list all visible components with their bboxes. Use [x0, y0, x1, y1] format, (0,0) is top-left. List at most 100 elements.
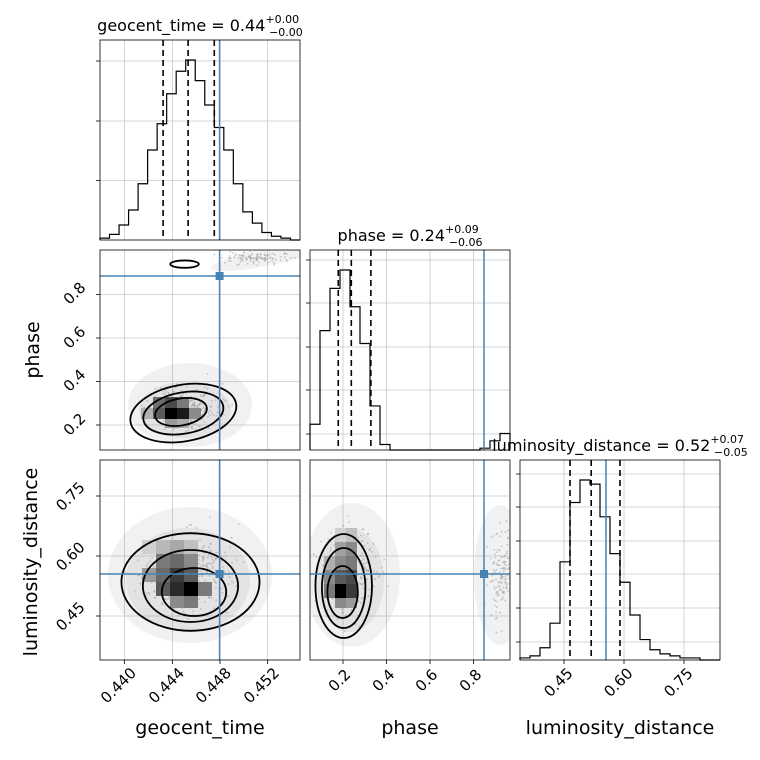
ld-vs-geocent-time-contour-2 [141, 549, 239, 623]
ld-vs-phase-sample-point [343, 630, 346, 633]
ld-vs-phase-sample-point [490, 536, 493, 539]
ld-vs-phase-sample-point [508, 563, 510, 566]
ld-vs-geocent-time-sample-point [205, 571, 208, 574]
geocent-time-x-axis-label: geocent_time [135, 717, 264, 739]
ld-vs-phase-sample-point [374, 578, 377, 581]
ld-vs-phase-sample-point [331, 597, 334, 600]
phase-vs-geocent-time-sample-point [204, 386, 206, 389]
ld-vs-geocent-time-sample-point [201, 546, 204, 549]
phase-vs-geocent-time-sample-point [233, 256, 236, 259]
ld-vs-phase-sample-point [489, 557, 492, 560]
ld-vs-phase-sample-point [362, 555, 365, 558]
phase-vs-geocent-time-sample-point [164, 389, 167, 391]
phase-vs-geocent-time-sample-point [242, 254, 245, 257]
geocent-time-xtick-0.444: 0.444 [145, 664, 188, 707]
phase-vs-geocent-time-sample-point [198, 404, 201, 407]
ld-vs-phase-sample-point [501, 596, 504, 599]
phase-vs-geocent-time-sample-point [249, 256, 252, 259]
ld-vs-phase-sample-point [360, 601, 362, 604]
ld-vs-phase-sample-point [363, 587, 365, 590]
phase-vs-geocent-time-sample-point [250, 258, 253, 261]
phase-vs-geocent-time-sample-point [245, 258, 248, 261]
ld-vs-geocent-time-sample-point [223, 571, 226, 574]
phase-vs-geocent-time-sample-point [269, 253, 271, 256]
phase-vs-geocent-time-sample-point [165, 391, 168, 393]
phase-vs-geocent-time-sample-point [207, 416, 209, 418]
phase-vs-geocent-time-sample-point [194, 428, 197, 431]
ld-vs-phase-sample-point [507, 536, 509, 539]
phase-vs-geocent-time-sample-point [189, 400, 192, 403]
ld-vs-phase-sample-point [365, 569, 368, 572]
ld-xtick-0.75: 0.75 [660, 664, 696, 700]
ld-vs-phase-sample-point [359, 582, 362, 585]
phase-vs-geocent-time-density [141, 397, 201, 428]
phase-vs-geocent-time-sample-point [212, 414, 215, 417]
ld-vs-geocent-time-sample-point [177, 614, 180, 617]
ld-vs-geocent-time-sample-point [205, 565, 208, 567]
ld-vs-geocent-time-sample-point [207, 553, 210, 556]
ld-vs-geocent-time-sample-point [201, 574, 204, 577]
phase-vs-geocent-time-sample-point [214, 399, 217, 401]
phase-vs-geocent-time-sample-point [182, 393, 184, 395]
ld-vs-phase-sample-point [491, 579, 494, 582]
ld-vs-phase-sample-point [495, 606, 498, 608]
phase-vs-geocent-time-sample-point [167, 392, 170, 395]
ld-vs-phase-sample-point [492, 598, 495, 601]
ld-y-tick-labels: 0.45 0.60 0.75 [52, 478, 88, 634]
ld-vs-phase-sample-point [506, 590, 509, 593]
phase-vs-geocent-time-truth [100, 250, 300, 450]
ld-vs-geocent-time-sample-point [209, 549, 212, 552]
phase-vs-geocent-time-sample-point [190, 419, 193, 421]
phase-vs-geocent-time-sample-point [173, 428, 175, 430]
ld-vs-phase-sample-point [362, 563, 364, 565]
ld-vs-geocent-time-sample-point [225, 555, 227, 557]
ld-vs-phase-sample-point [372, 542, 375, 545]
phase-vs-geocent-time-sample-point [239, 260, 242, 263]
ld-vs-phase-sample-point [499, 611, 501, 614]
phase-vs-geocent-time-sample-point [197, 424, 200, 427]
ld-vs-geocent-time-sample-point [146, 562, 149, 565]
phase-vs-geocent-time-sample-point [191, 403, 194, 405]
phase-ytick-0.4: 0.4 [60, 366, 90, 396]
phase-vs-geocent-time-sample-point [199, 425, 201, 428]
phase-vs-geocent-time-sample-point [162, 392, 165, 395]
ld-vs-phase-sample-point [374, 555, 377, 558]
ld-vs-phase-sample-point [377, 575, 380, 578]
ld-vs-phase-sample-point [485, 584, 488, 587]
ld-vs-geocent-time-sample-point [235, 585, 238, 587]
ld-vs-phase-sample-point [498, 594, 501, 597]
phase-vs-geocent-time-sample-point [256, 259, 258, 261]
phase-vs-geocent-time-sample-point [140, 404, 143, 407]
ld-vs-geocent-time-sample-point [208, 596, 210, 599]
ld-vs-geocent-time-sample-point [227, 595, 229, 598]
ld-vs-phase-frame [309, 459, 511, 661]
phase-vs-geocent-time-sample-point [250, 257, 252, 260]
ld-vs-geocent-time-sample-point [215, 582, 217, 585]
ld-vs-geocent-time-sample-point [209, 516, 211, 518]
ld-vs-geocent-time-sample-point [213, 559, 215, 562]
phase-vs-geocent-time-sample-point [268, 257, 271, 259]
phase-vs-geocent-time-sample-point [184, 430, 187, 433]
phase-vs-geocent-time-sample-point [230, 260, 232, 262]
ld-vs-geocent-time-sample-point [199, 570, 202, 573]
ld-vs-phase-sample-point [503, 591, 506, 593]
phase-xtick-0.6: 0.6 [412, 666, 442, 696]
ld-vs-geocent-time-sample-point [228, 546, 231, 549]
phase-vs-geocent-time-sample-point [245, 256, 247, 259]
phase-vs-geocent-time-sample-point [196, 404, 199, 407]
ld-vs-phase-sample-point [504, 578, 507, 581]
ld-vs-phase-sample-point [503, 563, 506, 565]
phase-y-ticks [96, 294, 100, 426]
ld-vs-phase-sample-point [503, 580, 506, 583]
phase-vs-geocent-time-sample-point [228, 255, 231, 258]
ld-vs-geocent-time-sample-point [230, 580, 233, 583]
phase-vs-geocent-time-sample-point [186, 386, 188, 389]
phase-vs-geocent-time-sample-point [250, 256, 253, 259]
ld-vs-geocent-time-sample-point [202, 558, 205, 561]
ld-vs-geocent-time-sample-point [154, 596, 156, 599]
ld-vs-phase-sample-point [505, 520, 508, 522]
ld-vs-geocent-time-sample-point [220, 587, 223, 590]
phase-vs-geocent-time-sample-point [221, 257, 223, 259]
ld-vs-phase-sample-point [345, 614, 347, 617]
phase-vs-geocent-time-sample-point [172, 390, 175, 393]
